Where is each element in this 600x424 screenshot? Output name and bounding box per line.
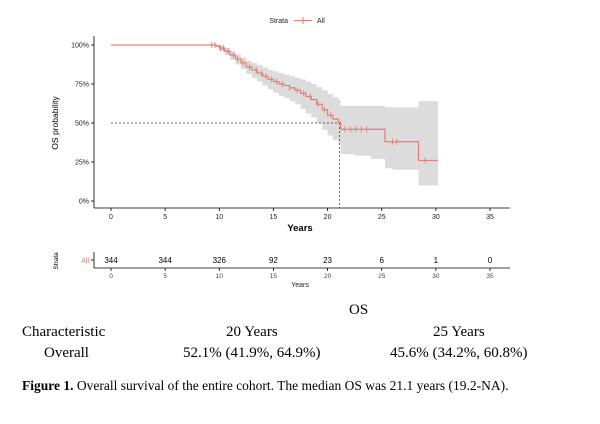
risk-count-1: 344 bbox=[158, 256, 172, 265]
caption-label: Figure 1. bbox=[22, 378, 74, 393]
risk-table-x-label: Years bbox=[291, 282, 309, 289]
risk-count-3: 92 bbox=[269, 256, 278, 265]
risk-table-strata-label: Strata bbox=[53, 252, 60, 270]
risk-count-5: 6 bbox=[379, 256, 384, 265]
risk-x-tick-label-0: 0 bbox=[109, 273, 113, 280]
risk-x-tick-label-4: 20 bbox=[324, 273, 332, 280]
y-tick-label-1: 25% bbox=[75, 160, 89, 167]
confidence-band-area bbox=[111, 45, 439, 186]
figure-caption: Figure 1. Overall survival of the entire… bbox=[22, 378, 592, 394]
risk-table-row-label: All bbox=[81, 258, 89, 265]
median-reference-lines bbox=[111, 122, 340, 208]
caption-text: Overall survival of the entire cohort. T… bbox=[73, 378, 509, 393]
risk-count-6: 1 bbox=[434, 256, 439, 265]
km-chart: Strata All OS probability 0%25%50%75%100… bbox=[50, 17, 510, 289]
risk-table: 344 0 344 5 326 10 92 15 23 20 6 25 1 30 0 35 bbox=[91, 252, 510, 280]
y-tick-label-4: 100% bbox=[71, 43, 89, 50]
x-tick-label-1: 5 bbox=[163, 214, 167, 221]
risk-count-4: 23 bbox=[323, 256, 332, 265]
survival-step-line bbox=[111, 44, 439, 162]
x-tick-label-2: 10 bbox=[215, 214, 223, 221]
risk-x-tick-label-7: 35 bbox=[486, 273, 494, 280]
x-tick-label-5: 25 bbox=[378, 214, 386, 221]
risk-count-2: 326 bbox=[213, 256, 227, 265]
y-tick-label-3: 75% bbox=[75, 82, 89, 89]
x-tick-label-7: 35 bbox=[486, 214, 494, 221]
x-tick-label-6: 30 bbox=[432, 214, 440, 221]
y-tick-label-0: 0% bbox=[79, 199, 89, 206]
risk-x-tick-label-6: 30 bbox=[432, 273, 440, 280]
os-header: OS bbox=[349, 302, 369, 318]
row-label-overall: Overall bbox=[44, 345, 89, 361]
confidence-band bbox=[111, 45, 439, 186]
x-axis-label: Years bbox=[287, 223, 312, 234]
legend-title: Strata bbox=[269, 18, 288, 25]
x-tick-label-3: 15 bbox=[270, 214, 278, 221]
col-header-25-years: 25 Years bbox=[433, 324, 485, 340]
y-tick-label-2: 50% bbox=[75, 121, 89, 128]
col-header-characteristic: Characteristic bbox=[22, 324, 106, 340]
y-axis-label: OS probability bbox=[50, 96, 60, 150]
risk-x-tick-label-3: 15 bbox=[270, 273, 278, 280]
col-header-20-years: 20 Years bbox=[226, 324, 278, 340]
survival-curve bbox=[111, 44, 439, 162]
risk-x-tick-label-2: 10 bbox=[216, 273, 224, 280]
legend-entry: All bbox=[317, 18, 325, 25]
value-25-years: 45.6% (34.2%, 60.8%) bbox=[390, 345, 528, 361]
axes: 0% 25% 50% 75% 100% 0 5 10 15 20 25 30 35 bbox=[71, 36, 510, 221]
risk-count-7: 0 bbox=[488, 256, 493, 265]
x-tick-label-4: 20 bbox=[324, 214, 332, 221]
value-20-years: 52.1% (41.9%, 64.9%) bbox=[183, 345, 321, 361]
risk-count-0: 344 bbox=[104, 256, 118, 265]
censor-marks bbox=[211, 42, 426, 164]
x-tick-label-0: 0 bbox=[109, 214, 113, 221]
risk-x-tick-label-1: 5 bbox=[163, 273, 167, 280]
risk-x-tick-label-5: 25 bbox=[378, 273, 386, 280]
